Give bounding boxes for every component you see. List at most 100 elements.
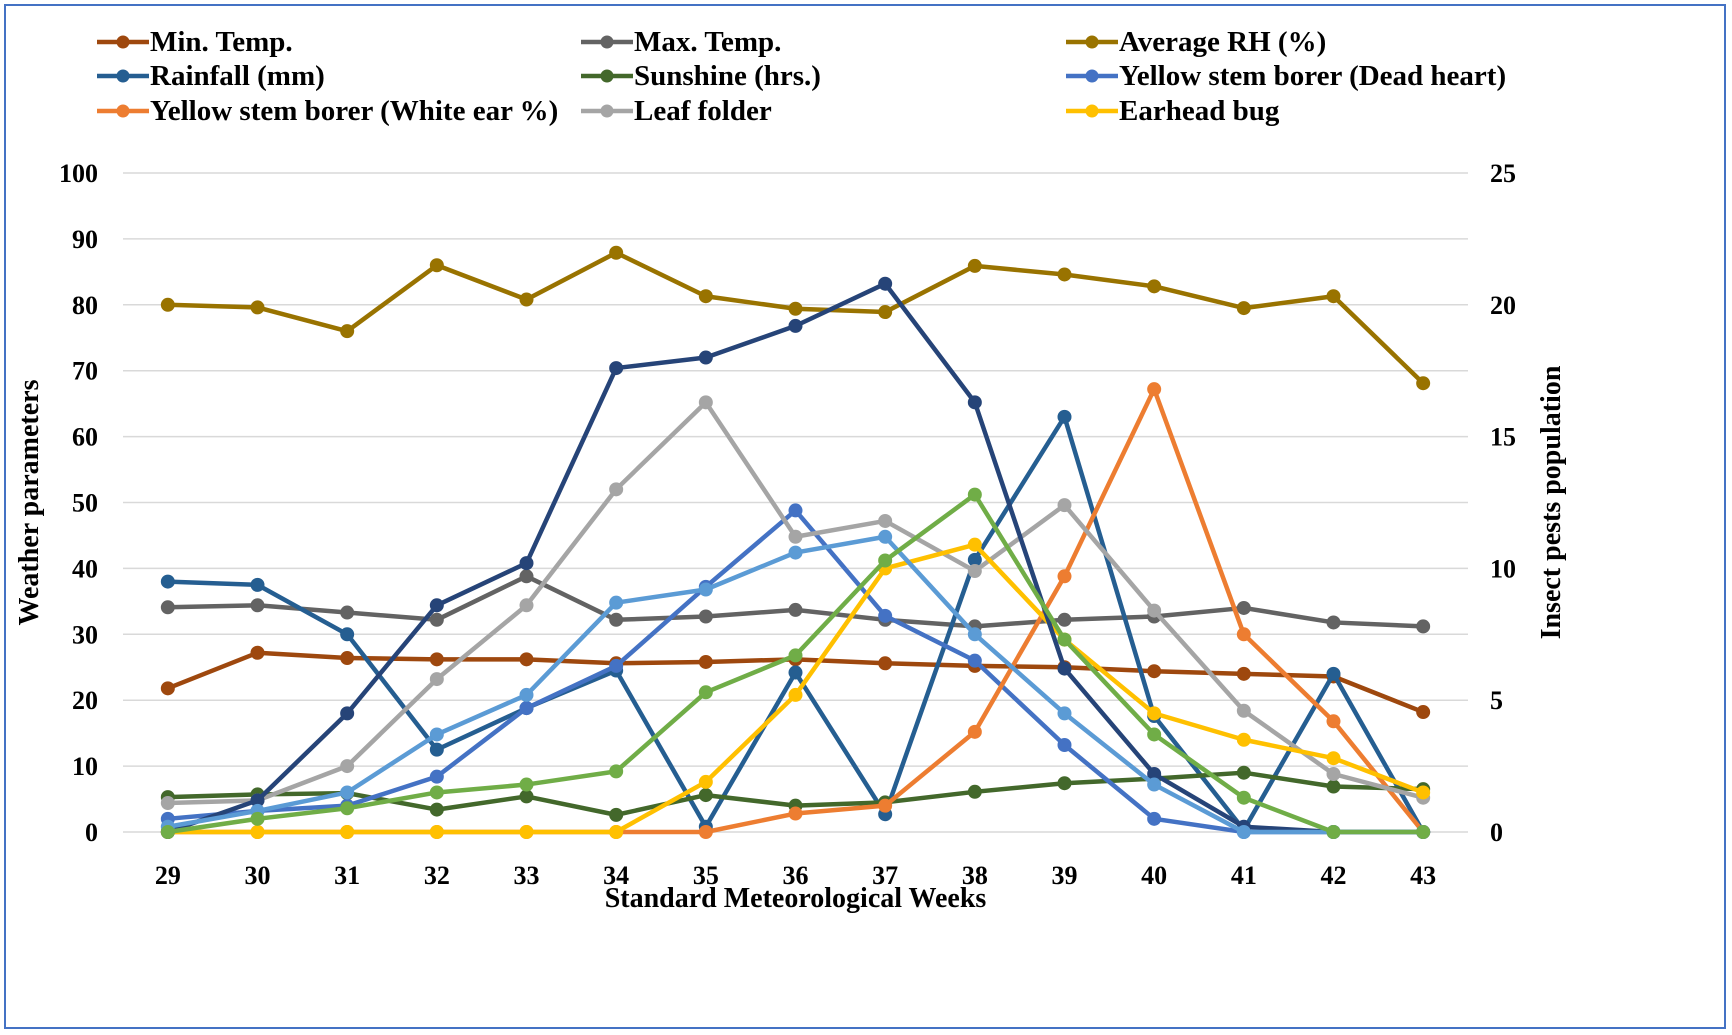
legend-label: Leaf folder xyxy=(634,95,772,127)
data-point xyxy=(698,774,713,789)
data-point xyxy=(878,553,893,568)
y2-axis-title: Insect pests population xyxy=(1536,365,1567,639)
legend-marker xyxy=(1085,69,1099,83)
data-point xyxy=(967,258,982,273)
data-point xyxy=(1236,732,1251,747)
data-point xyxy=(788,301,803,316)
data-point xyxy=(609,658,624,673)
data-point xyxy=(967,627,982,642)
data-point xyxy=(609,612,624,627)
x-tick-label: 40 xyxy=(1141,861,1167,890)
data-point xyxy=(519,569,534,584)
data-point xyxy=(788,687,803,702)
data-point xyxy=(340,627,355,642)
data-point xyxy=(160,574,175,589)
data-point xyxy=(340,605,355,620)
data-point xyxy=(429,612,444,627)
data-point xyxy=(1057,632,1072,647)
data-point xyxy=(609,764,624,779)
data-point xyxy=(1236,301,1251,316)
data-point xyxy=(1147,811,1162,826)
data-point xyxy=(1057,738,1072,753)
x-tick-label: 35 xyxy=(693,861,719,890)
data-point xyxy=(250,577,265,592)
data-point xyxy=(788,602,803,617)
legend-label: Min. Temp. xyxy=(150,26,293,58)
data-point xyxy=(698,825,713,839)
data-point xyxy=(788,545,803,560)
data-point xyxy=(967,653,982,668)
data-point xyxy=(1236,765,1251,780)
data-point xyxy=(519,789,534,804)
data-point xyxy=(519,652,534,667)
data-point xyxy=(340,825,355,839)
data-point xyxy=(160,796,175,811)
y2-tick-label: 10 xyxy=(1490,554,1516,583)
data-point xyxy=(1326,714,1341,729)
data-point xyxy=(698,685,713,700)
data-point xyxy=(1326,666,1341,681)
legend-marker xyxy=(1085,35,1099,49)
data-point xyxy=(160,825,175,839)
data-point xyxy=(340,324,355,339)
data-point xyxy=(519,598,534,613)
series-line-2 xyxy=(167,250,1425,385)
data-point xyxy=(1236,790,1251,805)
legend-label: Earhead bug xyxy=(1119,95,1280,127)
data-point xyxy=(519,777,534,792)
data-point xyxy=(967,724,982,739)
legend-marker xyxy=(116,104,130,118)
legend-label: Average RH (%) xyxy=(1119,26,1326,58)
data-point xyxy=(878,608,893,623)
data-point xyxy=(878,276,893,291)
data-point xyxy=(250,300,265,315)
data-point xyxy=(698,289,713,304)
data-point xyxy=(1147,664,1162,679)
data-point xyxy=(609,595,624,610)
data-point xyxy=(1326,779,1341,794)
data-point xyxy=(1416,619,1431,634)
data-point xyxy=(429,258,444,273)
x-tick-label: 31 xyxy=(334,861,360,890)
y-tick-label: 70 xyxy=(72,357,98,386)
y-tick-label: 0 xyxy=(85,818,98,847)
data-point xyxy=(609,361,624,376)
x-tick-label: 33 xyxy=(514,861,540,890)
y-axis-title: Weather parameters xyxy=(14,379,45,625)
data-point xyxy=(967,395,982,410)
data-point xyxy=(429,672,444,687)
data-point xyxy=(250,645,265,660)
data-point xyxy=(878,513,893,528)
legend-marker xyxy=(116,35,130,49)
x-tick-label: 41 xyxy=(1231,861,1257,890)
data-point xyxy=(160,297,175,312)
data-point xyxy=(1326,767,1341,782)
data-point xyxy=(519,701,534,716)
data-point xyxy=(698,395,713,410)
data-point xyxy=(160,600,175,615)
data-point xyxy=(340,651,355,666)
y2-tick-label: 20 xyxy=(1490,291,1516,320)
data-point xyxy=(1147,279,1162,294)
x-tick-label: 37 xyxy=(872,861,898,890)
data-point xyxy=(1236,666,1251,681)
legend-label: Yellow stem borer (Dead heart) xyxy=(1119,60,1506,92)
data-point xyxy=(1147,382,1162,397)
data-point xyxy=(1326,289,1341,304)
data-point xyxy=(429,727,444,742)
y-tick-label: 60 xyxy=(72,423,98,452)
x-tick-label: 39 xyxy=(1052,861,1078,890)
data-point xyxy=(340,759,355,774)
data-point xyxy=(519,556,534,571)
data-point xyxy=(519,292,534,307)
data-point xyxy=(1147,603,1162,618)
data-point xyxy=(1147,706,1162,721)
series-line-1 xyxy=(167,574,1424,629)
data-point xyxy=(1236,627,1251,642)
data-point xyxy=(609,825,624,839)
legend-marker xyxy=(600,69,614,83)
data-point xyxy=(1326,825,1341,839)
x-tick-label: 42 xyxy=(1321,861,1347,890)
data-point xyxy=(429,598,444,613)
